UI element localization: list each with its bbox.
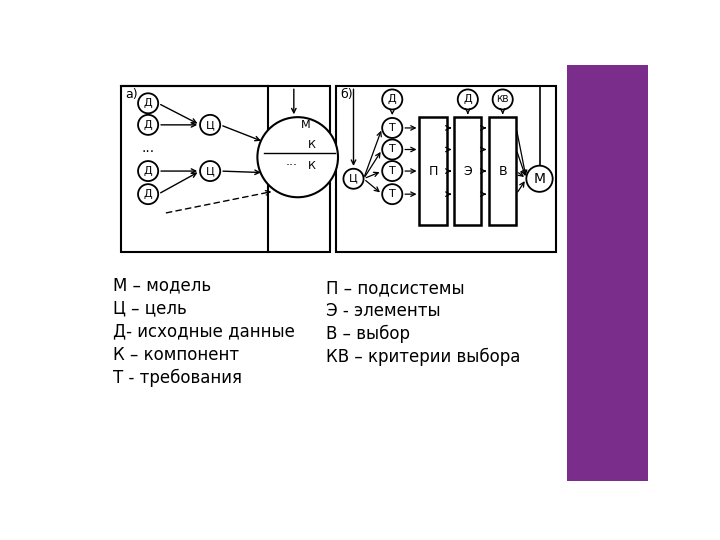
Text: Д: Д xyxy=(144,120,153,130)
Text: П – подсистемы: П – подсистемы xyxy=(326,279,465,297)
Text: Т: Т xyxy=(389,189,395,199)
Circle shape xyxy=(382,90,402,110)
Text: КВ – критерии выбора: КВ – критерии выбора xyxy=(326,348,521,367)
Text: К: К xyxy=(307,140,315,150)
Text: Ц: Ц xyxy=(206,120,215,130)
Text: М – модель: М – модель xyxy=(113,276,212,294)
Circle shape xyxy=(526,166,553,192)
Text: В – выбор: В – выбор xyxy=(326,325,410,343)
Text: Д- исходные данные: Д- исходные данные xyxy=(113,323,295,341)
Text: ...: ... xyxy=(286,154,297,167)
Text: М: М xyxy=(301,120,310,130)
Text: Ц – цель: Ц – цель xyxy=(113,300,187,318)
Text: В: В xyxy=(498,165,507,178)
Text: К: К xyxy=(307,161,315,171)
Circle shape xyxy=(382,161,402,181)
Text: Э: Э xyxy=(464,165,472,178)
Circle shape xyxy=(138,115,158,135)
Bar xyxy=(121,86,330,252)
Circle shape xyxy=(138,184,158,204)
Circle shape xyxy=(492,90,513,110)
Text: Т - требования: Т - требования xyxy=(113,369,242,387)
Text: КВ: КВ xyxy=(496,95,509,104)
Text: Д: Д xyxy=(144,189,153,199)
Text: Т: Т xyxy=(389,123,395,133)
Text: Д: Д xyxy=(144,166,153,176)
Circle shape xyxy=(343,168,364,189)
Bar xyxy=(419,117,446,225)
Text: б): б) xyxy=(341,88,353,101)
Text: а): а) xyxy=(125,88,138,101)
Text: М: М xyxy=(534,172,546,186)
Text: ...: ... xyxy=(142,141,155,155)
Circle shape xyxy=(200,115,220,135)
Text: Д: Д xyxy=(464,94,472,104)
Circle shape xyxy=(138,161,158,181)
Text: К – компонент: К – компонент xyxy=(113,346,239,364)
Circle shape xyxy=(382,118,402,138)
Text: Ц: Ц xyxy=(206,166,215,176)
Circle shape xyxy=(138,93,158,113)
Bar xyxy=(489,117,516,225)
Text: Д: Д xyxy=(388,94,397,104)
Text: Т: Т xyxy=(389,166,395,176)
Text: Э - элементы: Э - элементы xyxy=(326,302,441,320)
Circle shape xyxy=(458,90,478,110)
Text: Т: Т xyxy=(389,145,395,154)
Text: Д: Д xyxy=(144,98,153,109)
Bar xyxy=(567,65,648,481)
Bar xyxy=(336,86,556,252)
Bar xyxy=(454,117,482,225)
Circle shape xyxy=(258,117,338,197)
Circle shape xyxy=(382,139,402,159)
Text: Ц: Ц xyxy=(349,174,358,184)
Circle shape xyxy=(200,161,220,181)
Circle shape xyxy=(382,184,402,204)
Text: П: П xyxy=(428,165,438,178)
